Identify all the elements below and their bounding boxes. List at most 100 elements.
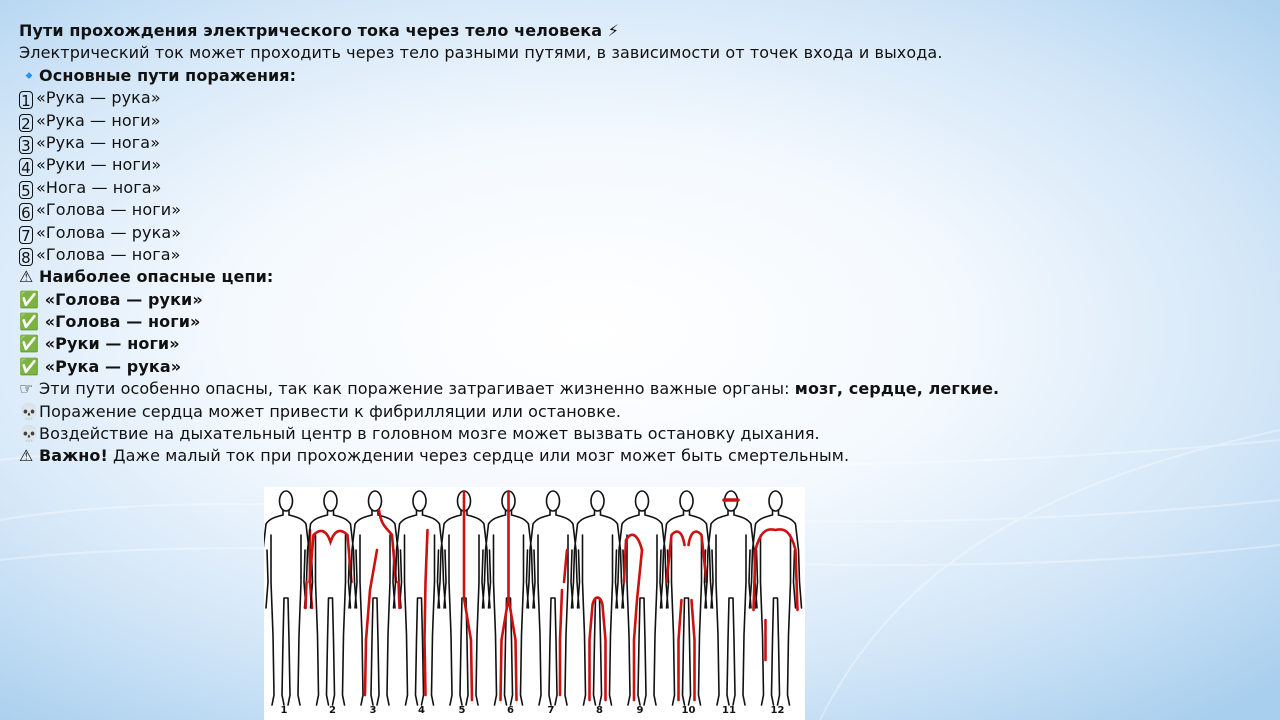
list-item: 8 «Голова — нога» — [19, 244, 1259, 267]
check-icon: ✅ — [19, 312, 40, 332]
list-item: 6 «Голова — ноги» — [19, 199, 1259, 222]
list-item-label: «Голова — нога» — [36, 244, 181, 264]
current-path — [377, 508, 398, 584]
figure-body-outline — [659, 509, 714, 706]
current-path — [687, 530, 708, 584]
figure-number-label: 5 — [459, 705, 466, 716]
main-paths-list: 1 «Рука — рука» 2 «Рука — ноги» 3 «Рука — н… — [19, 87, 1259, 267]
number-badge: 2 — [19, 113, 33, 133]
intro-text: Электрический ток может проходить через … — [19, 43, 943, 63]
figure-number-label: 4 — [418, 705, 425, 716]
human-figure — [303, 490, 358, 706]
list-item-label: «Руки — ноги» — [36, 155, 162, 175]
heart-note: 💀Поражение сердца может привести к фибри… — [19, 401, 1259, 423]
list-item: 1 «Рука — рука» — [19, 87, 1259, 110]
list-item-label: «Рука — рука» — [36, 88, 161, 108]
current-path — [308, 529, 353, 584]
current-path — [462, 490, 474, 702]
skull-icon: 💀 — [19, 401, 40, 421]
current-path — [397, 580, 401, 610]
check-icon: ✅ — [19, 289, 40, 309]
figure-number-label: 12 — [771, 705, 785, 716]
current-path — [363, 548, 379, 697]
figure-head — [679, 490, 694, 512]
figure-number-label: 7 — [548, 705, 555, 716]
figure-body-outline — [526, 509, 580, 706]
list-item-label: «Голова — ноги» — [36, 200, 182, 220]
list-item-label: «Руки — ноги» — [44, 334, 180, 354]
figure-head — [634, 490, 650, 512]
list-item: ✅ «Руки — ноги» — [19, 333, 1259, 355]
figure-number-label: 8 — [596, 705, 603, 716]
number-badge: 4 — [19, 158, 33, 177]
list-item-label: «Нога — нога» — [36, 177, 162, 197]
number-badge: 5 — [19, 180, 33, 200]
dangerous-heading: ⚠ Наиболее опасные цепи: — [19, 266, 1259, 288]
figure-number-label: 3 — [370, 705, 377, 716]
figure-number-label: 9 — [637, 705, 644, 716]
number-badge: 7 — [19, 225, 33, 245]
main-paths-heading: 🔹Основные пути поражения: — [19, 65, 1259, 87]
current-path — [632, 548, 644, 702]
current-path — [423, 528, 429, 697]
figure-number-label: 1 — [281, 705, 288, 716]
figure-number-label: 11 — [722, 705, 736, 716]
warning-note: ⚠ Важно! Даже малый ток при прохождении ч… — [19, 445, 1259, 467]
list-item-label: «Голова — ноги» — [44, 312, 201, 332]
current-paths-illustration: 1 2 3 4 5 6 7 8 9 10 11 12 — [264, 490, 803, 716]
human-figure — [615, 490, 669, 706]
list-item: 3 «Рука — нога» — [19, 132, 1259, 155]
warning-icon: ⚠ — [19, 446, 34, 466]
human-figure — [348, 490, 402, 706]
list-item: ✅ «Голова — руки» — [19, 289, 1259, 311]
organs-note: ☞ Эти пути особенно опасны, так как пораж… — [19, 378, 1259, 400]
human-figure — [481, 490, 536, 706]
human-figure — [392, 490, 447, 706]
human-figure — [659, 490, 714, 706]
figure-number-label: 10 — [682, 705, 696, 716]
current-path — [690, 598, 696, 702]
figure-number-label: 6 — [507, 705, 514, 716]
figure-body-outline — [303, 509, 358, 706]
current-path — [665, 530, 686, 584]
current-path — [588, 596, 607, 702]
human-figure — [704, 490, 758, 706]
number-badge: 8 — [19, 247, 33, 267]
figure-body-outline — [264, 509, 313, 706]
number-badge: 3 — [19, 135, 33, 155]
list-item-label: «Голова — рука» — [36, 222, 182, 242]
main-paths-heading-text: Основные пути поражения: — [39, 65, 297, 85]
list-item-label: «Рука — нога» — [36, 132, 161, 152]
current-path — [677, 598, 683, 702]
diamond-icon: 🔹 — [19, 65, 40, 85]
figure-head — [768, 490, 783, 512]
list-item-label: «Голова — руки» — [44, 289, 203, 309]
figure-head — [323, 490, 338, 512]
figure-head — [367, 490, 383, 512]
list-item: 2 «Рука — ноги» — [19, 110, 1259, 133]
breath-note: 💀Воздействие на дыхательный центр в голо… — [19, 423, 1259, 445]
check-icon: ✅ — [19, 356, 40, 376]
list-item-label: «Рука — рука» — [44, 356, 182, 376]
figure-body-outline — [392, 509, 447, 706]
figure-head — [278, 490, 294, 512]
list-item: ✅ «Рука — рука» — [19, 356, 1259, 378]
dangerous-list: ✅ «Голова — руки» ✅ «Голова — ноги» ✅ «Р… — [19, 289, 1259, 379]
figure-number-label: 2 — [329, 705, 336, 716]
list-item: 5 «Нога — нога» — [19, 177, 1259, 200]
current-path — [507, 596, 518, 702]
current-path — [558, 588, 564, 697]
pointing-hand-icon: ☞ — [19, 379, 34, 399]
figure-head — [412, 490, 427, 512]
breath-note-text: Воздействие на дыхательный центр в голов… — [39, 424, 820, 444]
current-path — [562, 548, 569, 584]
list-item: ✅ «Голова — ноги» — [19, 311, 1259, 333]
check-icon: ✅ — [19, 334, 40, 354]
figure-head — [590, 490, 605, 512]
organs-list: мозг, сердце, легкие. — [794, 379, 1000, 399]
list-item: 4 «Руки — ноги» — [19, 154, 1259, 177]
human-figure — [437, 490, 491, 706]
warning-note-bold: Важно! — [39, 446, 108, 466]
skull-icon: 💀 — [19, 424, 40, 444]
current-path — [304, 580, 308, 610]
